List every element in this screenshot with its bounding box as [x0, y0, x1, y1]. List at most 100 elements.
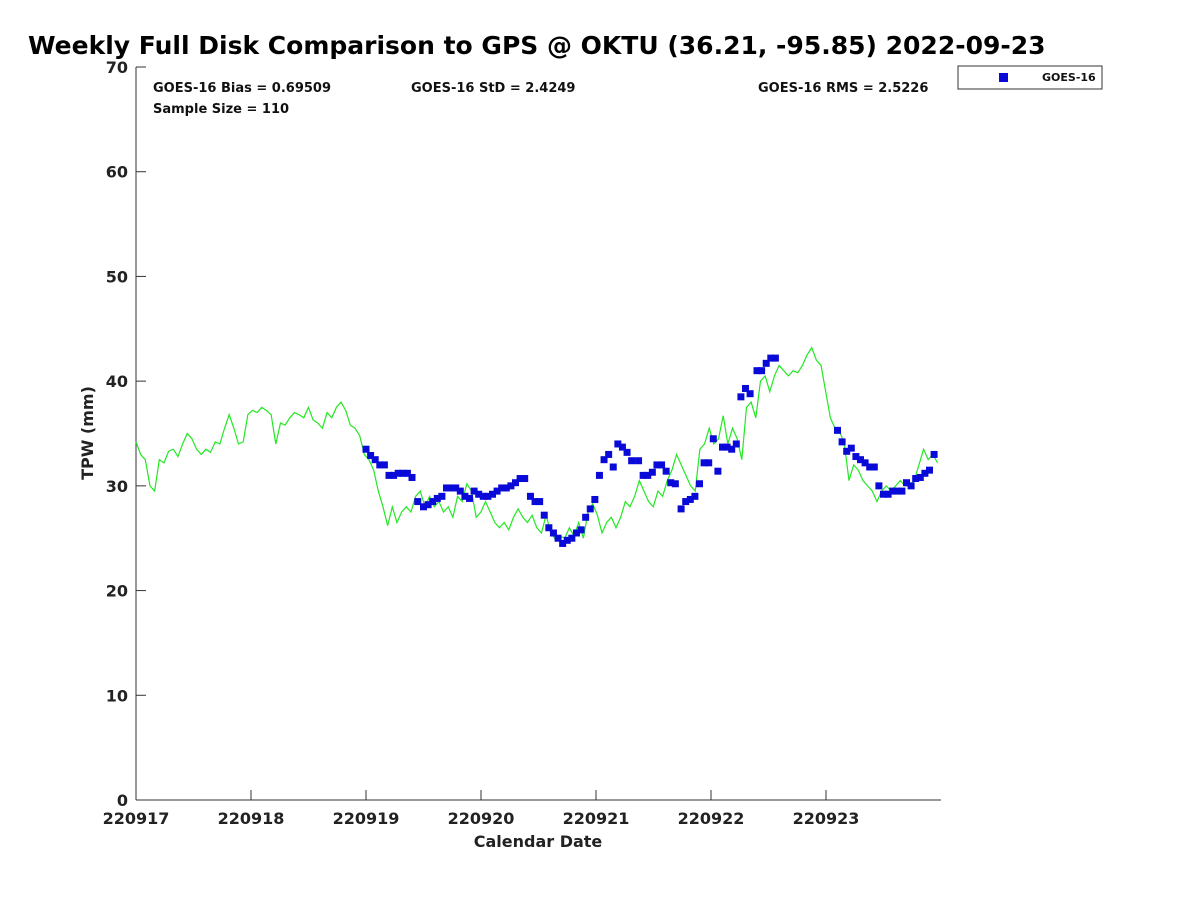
bias-stat: GOES-16 Bias = 0.69509: [153, 81, 331, 96]
rms-stat: GOES-16 RMS = 2.5226: [758, 81, 928, 96]
goes-point: [732, 440, 740, 448]
goes-point: [771, 354, 779, 362]
goes-point: [380, 461, 388, 469]
goes-point: [424, 501, 432, 509]
goes-point: [452, 484, 460, 492]
goes-point: [512, 479, 519, 487]
goes-point: [408, 473, 416, 481]
goes-point: [884, 490, 892, 498]
x-tick-label: 220919: [333, 809, 400, 828]
goes-point: [600, 456, 608, 464]
goes-point: [870, 463, 878, 471]
goes-point: [677, 505, 685, 513]
goes-point: [362, 445, 370, 453]
goes-point: [834, 426, 841, 434]
goes-point: [639, 471, 647, 479]
goes-point: [746, 390, 754, 398]
y-tick-label: 60: [106, 163, 128, 182]
goes-point: [475, 490, 483, 498]
y-axis-label: TPW (mm): [78, 386, 97, 480]
goes-point: [921, 469, 929, 477]
goes-point: [595, 471, 603, 479]
goes-point: [609, 463, 617, 471]
goes-point: [742, 384, 749, 392]
x-tick-label: 220922: [678, 809, 745, 828]
goes-point: [753, 367, 761, 375]
goes-point: [568, 534, 576, 542]
goes-point: [429, 498, 437, 506]
goes-point: [507, 482, 515, 490]
goes-point: [563, 536, 571, 544]
goes-point: [443, 484, 450, 492]
chart-title: Weekly Full Disk Comparison to GPS @ OKT…: [28, 31, 1046, 60]
goes-point: [582, 513, 590, 521]
goes-point: [696, 480, 703, 488]
goes-point: [691, 492, 699, 500]
goes-point: [526, 492, 534, 500]
goes-point: [861, 459, 869, 467]
goes-point: [880, 490, 887, 498]
goes-point: [667, 479, 675, 487]
goes-point: [893, 487, 901, 495]
goes-point: [671, 480, 679, 488]
x-tick-label: 220918: [218, 809, 285, 828]
goes-point: [847, 444, 855, 452]
plot-frame: [135, 67, 941, 801]
std-stat: GOES-16 StD = 2.4249: [411, 81, 575, 96]
gps-series: [135, 346, 939, 541]
goes-point: [926, 466, 933, 474]
goes-point: [371, 456, 379, 464]
goes-point: [889, 487, 897, 495]
goes-point: [714, 467, 722, 475]
goes-point: [719, 443, 726, 451]
goes-point: [498, 484, 506, 492]
goes-point: [658, 461, 666, 469]
x-tick-label: 220920: [448, 809, 515, 828]
goes-point: [628, 457, 636, 465]
goes-point: [852, 453, 860, 461]
goes-point: [866, 463, 874, 471]
goes-point: [686, 495, 694, 503]
goes-point: [559, 539, 567, 547]
goes-point: [577, 526, 585, 534]
goes-point: [618, 443, 626, 451]
goes-point: [536, 498, 544, 506]
y-tick-label: 40: [106, 372, 128, 391]
goes-point: [531, 498, 539, 506]
x-axis-ticks: 220917 220918 220919 220920 220921 220922 2209…: [103, 790, 860, 828]
goes-point: [456, 487, 464, 495]
goes-point: [875, 482, 883, 490]
goes-series: [362, 354, 938, 547]
goes-point: [466, 494, 473, 502]
y-tick-label: 50: [106, 267, 128, 286]
goes-point: [682, 498, 690, 506]
x-axis-label: Calendar Date: [474, 832, 603, 851]
goes-point: [728, 445, 736, 453]
legend-label-goes: GOES-16: [1042, 71, 1096, 84]
goes-point: [723, 443, 731, 451]
goes-point: [484, 492, 492, 500]
legend: GOES-16: [957, 65, 1103, 90]
goes-point: [648, 468, 656, 476]
goes-point: [420, 503, 427, 511]
x-tick-label: 220923: [793, 809, 860, 828]
goes-point: [521, 475, 529, 483]
goes-point: [433, 494, 441, 502]
goes-point: [385, 471, 393, 479]
goes-point: [399, 469, 407, 477]
goes-point: [549, 529, 557, 537]
goes-point: [700, 459, 708, 467]
goes-point: [545, 524, 553, 532]
goes-point: [516, 475, 524, 483]
goes-point: [605, 450, 613, 458]
goes-point: [644, 471, 652, 479]
x-tick-label: 220917: [103, 809, 170, 828]
goes-point: [838, 438, 846, 446]
goes-point: [470, 487, 478, 495]
goes-point: [614, 440, 622, 448]
y-tick-label: 20: [106, 582, 128, 601]
goes-point: [586, 505, 594, 513]
goes-point: [489, 490, 496, 498]
y-tick-label: 0: [117, 791, 128, 810]
